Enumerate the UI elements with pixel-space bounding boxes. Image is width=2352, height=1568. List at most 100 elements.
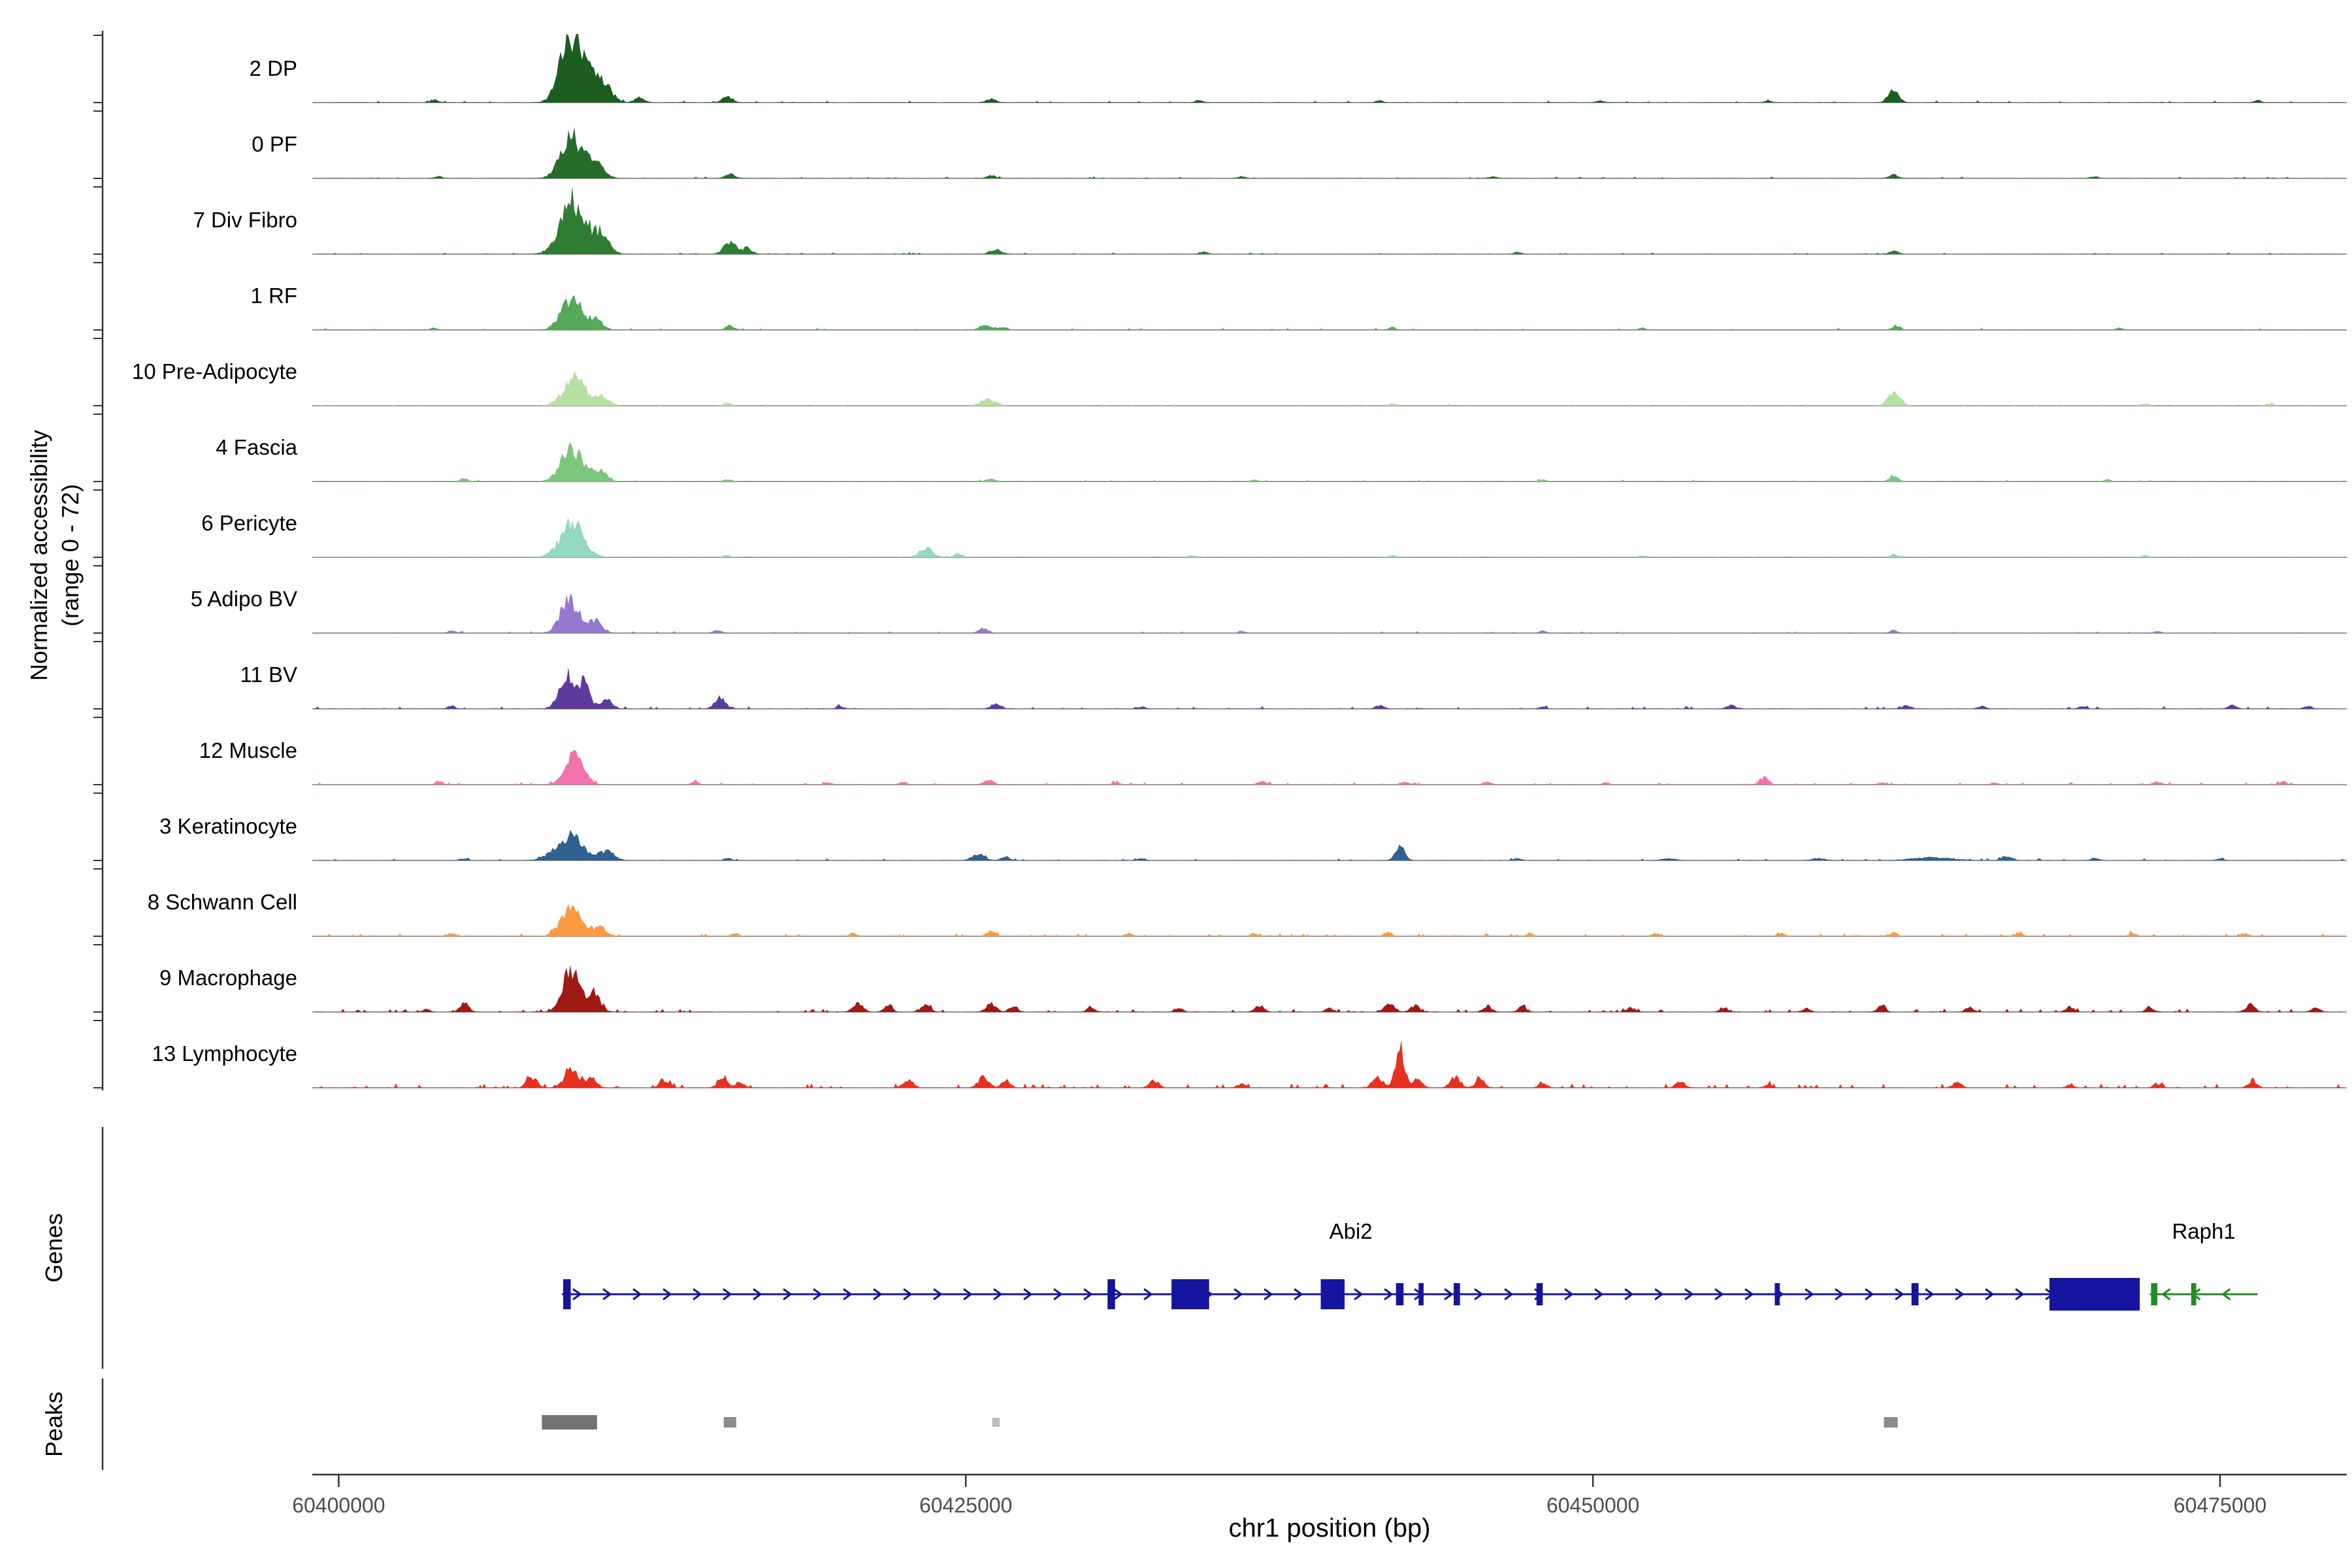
- strand-arrow-right-icon: [1053, 1288, 1063, 1301]
- coverage-track-4-fascia: [314, 442, 2345, 482]
- peaks-layer: [542, 1415, 1898, 1429]
- track-label: 0 PF: [252, 132, 297, 156]
- exon: [1454, 1283, 1460, 1305]
- track-label: 1 RF: [250, 284, 297, 308]
- strand-arrow-right-icon: [903, 1288, 913, 1301]
- strand-arrow-right-icon: [1023, 1288, 1033, 1301]
- strand-arrow-right-icon: [1684, 1288, 1694, 1301]
- strand-arrow-right-icon: [1744, 1288, 1754, 1301]
- strand-arrow-right-icon: [1264, 1288, 1273, 1301]
- coverage-track-7-div-fibro: [314, 186, 2345, 254]
- strand-arrow-right-icon: [813, 1288, 823, 1301]
- strand-arrow-right-icon: [1474, 1288, 1484, 1301]
- strand-arrow-right-icon: [1805, 1288, 1814, 1301]
- axis-layer: 60400000 60425000 60450000 60475000: [93, 31, 2347, 1517]
- genes-section-label: Genes: [41, 1213, 67, 1282]
- exon: [2151, 1283, 2158, 1305]
- track-label: 7 Div Fibro: [193, 208, 297, 232]
- track-label: 3 Keratinocyte: [159, 814, 297, 838]
- strand-arrow-left-icon: [2161, 1288, 2171, 1301]
- strand-arrow-right-icon: [1113, 1288, 1123, 1301]
- strand-arrow-right-icon: [662, 1288, 672, 1301]
- peak-region: [992, 1418, 1000, 1427]
- strand-arrow-right-icon: [1354, 1288, 1364, 1301]
- strand-arrow-right-icon: [1143, 1288, 1153, 1301]
- x-tick-label: 60450000: [1546, 1494, 1639, 1517]
- peak-region: [1884, 1417, 1898, 1428]
- strand-arrow-right-icon: [1985, 1288, 1995, 1301]
- coverage-track-5-adipo-bv: [314, 593, 2345, 633]
- x-tick-label: 60425000: [919, 1494, 1012, 1517]
- track-label: 13 Lymphocyte: [152, 1041, 297, 1066]
- track-label: 12 Muscle: [199, 738, 297, 762]
- strand-arrow-right-icon: [963, 1288, 973, 1301]
- strand-arrow-right-icon: [572, 1288, 582, 1301]
- strand-arrow-right-icon: [1955, 1288, 1965, 1301]
- strand-arrow-right-icon: [1083, 1288, 1093, 1301]
- strand-arrow-right-icon: [1233, 1288, 1243, 1301]
- exon: [1911, 1283, 1919, 1305]
- strand-arrow-right-icon: [843, 1288, 853, 1301]
- strand-arrow-right-icon: [1925, 1288, 1935, 1301]
- gene-label: Abi2: [1330, 1219, 1373, 1243]
- strand-arrow-right-icon: [1384, 1288, 1394, 1301]
- strand-arrow-right-icon: [1294, 1288, 1303, 1301]
- tracks-layer: 2 DP 0 PF 7 Div Fibro 1 RF 10 Pre-Adipocyte 4…: [132, 34, 2347, 1088]
- strand-arrow-right-icon: [1444, 1288, 1454, 1301]
- strand-arrow-right-icon: [602, 1288, 612, 1301]
- peak-region: [723, 1417, 736, 1428]
- strand-arrow-right-icon: [1714, 1288, 1724, 1301]
- track-label: 6 Pericyte: [201, 511, 297, 535]
- strand-arrow-right-icon: [2015, 1288, 2025, 1301]
- track-label: 9 Macrophage: [159, 966, 297, 990]
- strand-arrow-right-icon: [693, 1288, 702, 1301]
- y-axis-label-line2: (range 0 - 72): [57, 484, 84, 627]
- peaks-section-label: Peaks: [41, 1392, 67, 1457]
- strand-arrow-right-icon: [993, 1288, 1003, 1301]
- exon: [1774, 1283, 1780, 1305]
- coverage-track-9-macrophage: [314, 964, 2345, 1012]
- strand-arrow-right-icon: [632, 1288, 642, 1301]
- strand-arrow-right-icon: [1865, 1288, 1874, 1301]
- track-label: 2 DP: [250, 56, 297, 80]
- strand-arrow-right-icon: [1895, 1288, 1904, 1301]
- genes-layer: Abi2 Raph1: [562, 1219, 2258, 1311]
- coverage-track-2-dp: [314, 34, 2345, 103]
- track-label: 5 Adipo BV: [191, 587, 297, 611]
- exon: [1107, 1279, 1115, 1309]
- exon: [2049, 1278, 2140, 1311]
- strand-arrow-right-icon: [1835, 1288, 1844, 1301]
- exon: [1418, 1283, 1424, 1305]
- x-axis-title: chr1 position (bp): [1228, 1514, 1430, 1543]
- coverage-track-6-pericyte: [314, 517, 2345, 557]
- coverage-track-11-bv: [314, 667, 2345, 709]
- exon: [1396, 1283, 1404, 1305]
- coverage-track-10-pre-adipocyte: [314, 370, 2345, 406]
- coverage-track-8-schwann-cell: [314, 904, 2345, 936]
- coverage-track-13-lymphocyte: [314, 1040, 2345, 1088]
- strand-arrow-right-icon: [723, 1288, 732, 1301]
- y-axis-label-line1: Normalized accessibility: [25, 430, 52, 681]
- coverage-track-1-rf: [314, 295, 2345, 330]
- track-label: 11 BV: [240, 662, 297, 687]
- strand-arrow-right-icon: [933, 1288, 943, 1301]
- x-tick-label: 60400000: [292, 1494, 385, 1517]
- coverage-track-12-muscle: [314, 749, 2345, 785]
- coverage-track-0-pf: [314, 127, 2345, 178]
- coverage-track-3-keratinocyte: [314, 830, 2345, 860]
- exon: [563, 1279, 571, 1309]
- strand-arrow-right-icon: [1564, 1288, 1574, 1301]
- track-label: 4 Fascia: [216, 435, 297, 459]
- strand-arrow-right-icon: [873, 1288, 883, 1301]
- gene-label: Raph1: [2172, 1219, 2235, 1243]
- strand-arrow-right-icon: [1624, 1288, 1634, 1301]
- strand-arrow-right-icon: [1504, 1288, 1514, 1301]
- strand-arrow-left-icon: [2221, 1288, 2231, 1301]
- strand-arrow-right-icon: [1654, 1288, 1664, 1301]
- exon: [1536, 1283, 1543, 1305]
- strand-arrow-right-icon: [1594, 1288, 1604, 1301]
- strand-arrow-right-icon: [783, 1288, 792, 1301]
- exon: [2191, 1283, 2197, 1305]
- track-label: 10 Pre-Adipocyte: [132, 359, 297, 384]
